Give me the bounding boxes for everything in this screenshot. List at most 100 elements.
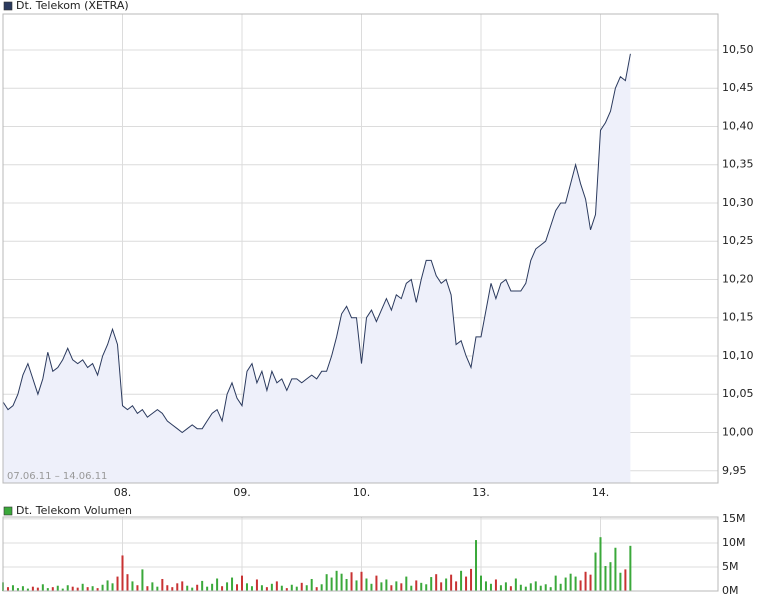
volume-bar	[614, 547, 617, 591]
volume-bar	[594, 552, 597, 591]
volume-bar	[211, 583, 214, 591]
x-tick-label: 13.	[472, 486, 490, 499]
volume-bar	[609, 562, 612, 591]
volume-bar	[390, 585, 393, 591]
y-tick-label: 10,05	[722, 387, 754, 400]
y-tick-label: 5M	[722, 560, 739, 573]
volume-bar	[375, 575, 378, 591]
volume-bar	[126, 574, 129, 591]
volume-bar	[350, 572, 353, 591]
volume-bar	[355, 580, 358, 591]
volume-bar	[201, 580, 204, 591]
volume-bar	[629, 545, 632, 591]
volume-bar	[470, 568, 473, 591]
volume-bar	[300, 582, 303, 591]
legend-title: Dt. Telekom (XETRA)	[16, 0, 129, 12]
y-tick-label: 10,15	[722, 311, 754, 324]
volume-bar	[146, 586, 149, 591]
volume-bar	[430, 577, 433, 591]
volume-bar	[420, 582, 423, 591]
x-tick-label: 14.	[592, 486, 610, 499]
volume-bar	[385, 579, 388, 591]
volume-bar	[270, 583, 273, 591]
plot-frame	[2, 516, 719, 592]
volume-bar	[370, 583, 373, 591]
volume-bar	[280, 585, 283, 591]
volume-bar	[81, 583, 84, 591]
volume-bar	[245, 583, 248, 591]
volume-bar	[315, 587, 318, 591]
plot-frame	[2, 13, 719, 484]
volume-bar	[305, 585, 308, 591]
volume-bar	[36, 587, 39, 591]
volume-bar	[554, 575, 557, 591]
volume-bar	[410, 585, 413, 591]
volume-bar	[599, 537, 602, 591]
volume-bar	[499, 585, 502, 591]
volume-bar	[380, 582, 383, 591]
volume-bar	[504, 582, 507, 591]
volume-bar	[216, 578, 219, 591]
volume-bar	[405, 576, 408, 591]
volume-bar	[111, 583, 114, 591]
volume-bar	[61, 588, 64, 591]
volume-bar	[171, 587, 174, 591]
volume-bar	[514, 578, 517, 591]
volume-bar	[161, 578, 164, 591]
volume-bar	[255, 579, 258, 591]
volume-bar	[131, 581, 134, 591]
date-range: 07.06.11 – 14.06.11	[7, 471, 107, 482]
volume-bar	[151, 582, 154, 591]
volume-bar	[121, 555, 124, 591]
volume-bar	[221, 586, 224, 591]
volume-bar	[604, 566, 607, 591]
volume-bar	[325, 574, 328, 591]
volume-bar	[226, 582, 229, 591]
y-tick-label: 0M	[722, 584, 739, 597]
volume-bar	[544, 584, 547, 591]
volume-bar	[31, 586, 34, 591]
volume-bar	[41, 584, 44, 591]
volume-bar	[6, 587, 9, 591]
volume-bar	[71, 586, 74, 591]
x-tick-label: 10.	[353, 486, 371, 499]
volume-bar	[624, 569, 627, 591]
volume-bar	[86, 587, 89, 591]
x-tick-label: 09.	[233, 486, 251, 499]
volume-bar	[260, 585, 263, 591]
volume-bar	[206, 586, 209, 591]
volume-bar	[559, 583, 562, 591]
volume-bar	[21, 586, 24, 591]
volume-bar	[176, 583, 179, 591]
volume-bar	[589, 574, 592, 591]
volume-bar	[320, 584, 323, 591]
y-tick-label: 10,30	[722, 196, 754, 209]
volume-bar	[395, 581, 398, 591]
y-tick-label: 9,95	[722, 464, 747, 477]
volume-bar	[335, 570, 338, 591]
volume-bar	[475, 540, 478, 591]
volume-bar	[519, 584, 522, 591]
area	[3, 53, 631, 484]
volume-bar	[340, 573, 343, 591]
y-tick-label: 10,35	[722, 158, 754, 171]
volume-bar	[101, 584, 104, 591]
volume-bar	[250, 586, 253, 591]
volume-bar	[494, 579, 497, 591]
volume-bar	[46, 588, 49, 591]
volume-bar	[275, 581, 278, 591]
volume-bar	[549, 587, 552, 591]
volume-bar	[76, 587, 79, 591]
volume-bar	[584, 571, 587, 591]
volume-bar	[181, 581, 184, 591]
volume-bar	[96, 588, 99, 591]
volume-bar	[106, 580, 109, 591]
volume-bar	[56, 585, 59, 591]
volume-bar	[141, 569, 144, 591]
volume-bar	[166, 585, 169, 591]
volume-bar	[450, 574, 453, 591]
volume-bar	[425, 584, 428, 591]
y-tick-label: 10,00	[722, 426, 754, 439]
